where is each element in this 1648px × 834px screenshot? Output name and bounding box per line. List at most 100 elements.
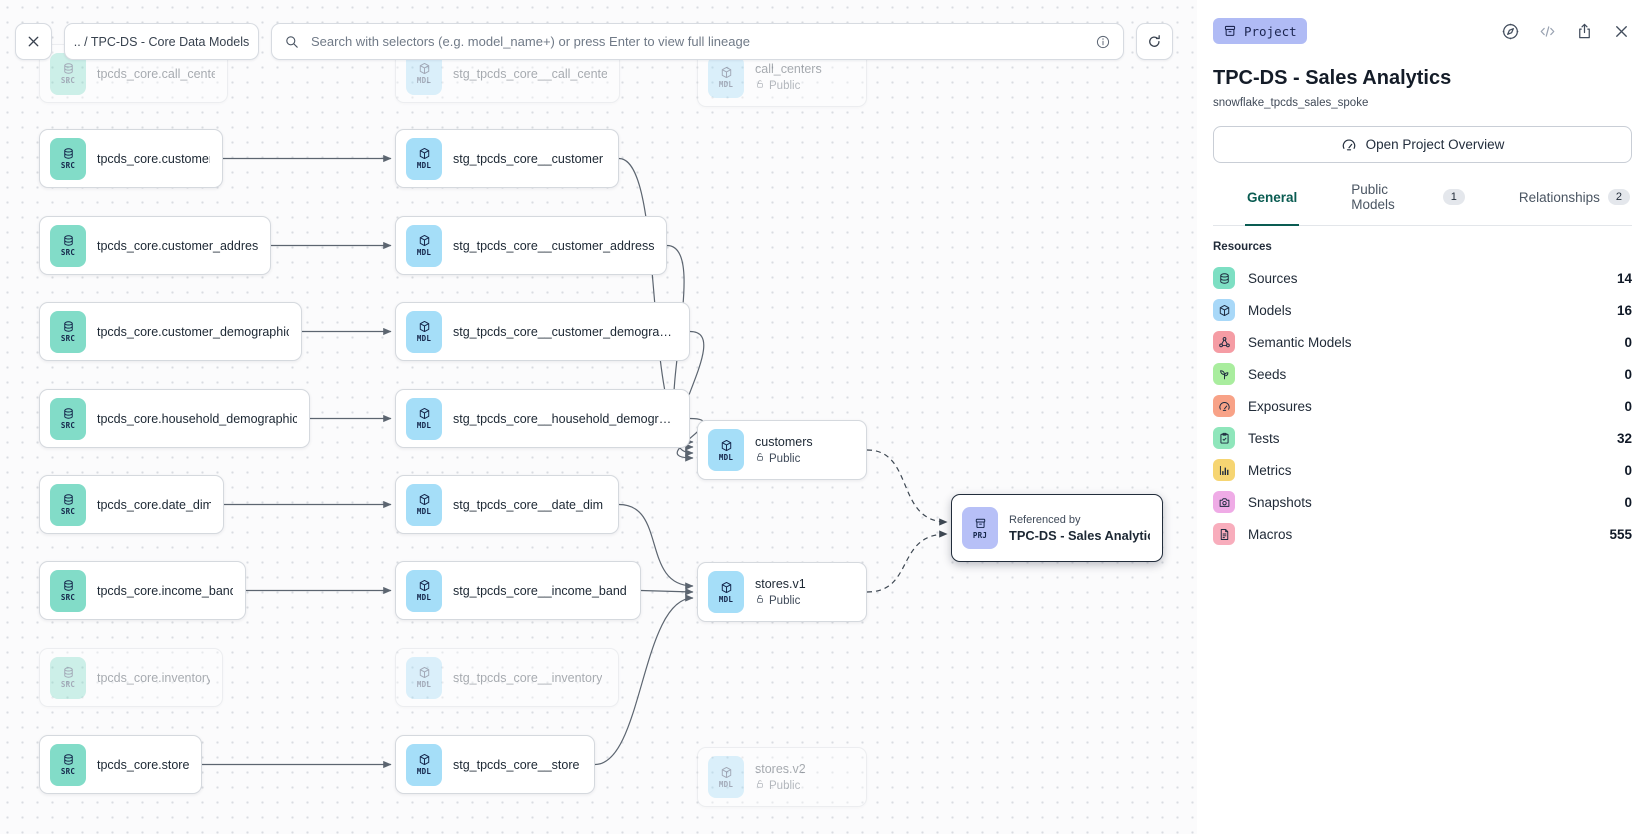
camera-icon xyxy=(1213,491,1235,513)
node-label: stg_tpcds_core__customer_demogra… xyxy=(453,324,672,339)
resource-label: Snapshots xyxy=(1248,494,1312,510)
node-customers[interactable]: MDL customers Public xyxy=(697,420,867,480)
edge-customers-to-prj xyxy=(866,449,948,526)
source-badge-icon: SRC xyxy=(50,224,86,267)
model-badge-icon: MDL xyxy=(406,310,442,353)
panel-header: Project xyxy=(1213,17,1632,45)
source-badge-icon: SRC xyxy=(50,569,86,612)
node-label: tpcds_core.store xyxy=(97,757,189,772)
resources-section-title: Resources xyxy=(1213,241,1272,253)
file-icon xyxy=(1213,523,1235,545)
tab-badge: 1 xyxy=(1442,189,1465,205)
explore-compass-icon[interactable] xyxy=(1499,20,1521,42)
resource-count: 16 xyxy=(1616,302,1632,318)
resource-count: 555 xyxy=(1609,526,1632,542)
code-icon[interactable] xyxy=(1536,20,1558,42)
node-label: tpcds_core.customer_demographics xyxy=(97,324,289,339)
edge-stg-income-band-to-stores-v1 xyxy=(640,588,694,596)
close-icon xyxy=(28,36,39,47)
model-badge-icon: MDL xyxy=(406,743,442,786)
node-stg-inventory[interactable]: MDL stg_tpcds_core__inventory xyxy=(395,648,619,707)
model-badge-icon: MDL xyxy=(708,56,744,98)
node-label: tpcds_core.customer xyxy=(97,151,210,166)
resource-label: Semantic Models xyxy=(1248,334,1352,350)
node-label: stg_tpcds_core__store xyxy=(453,757,580,772)
info-icon[interactable] xyxy=(1095,34,1111,50)
node-label: tpcds_core.customer_address xyxy=(97,238,258,253)
breadcrumb-label: .. / TPC-DS - Core Data Models xyxy=(73,34,250,49)
node-src-customer-address[interactable]: SRC tpcds_core.customer_address xyxy=(39,216,271,275)
source-badge-icon: SRC xyxy=(50,743,86,786)
source-badge-icon: SRC xyxy=(50,656,86,699)
resource-row-snapshots: Snapshots 0 xyxy=(1213,486,1632,518)
breadcrumb[interactable]: .. / TPC-DS - Core Data Models xyxy=(64,23,259,60)
open-project-overview-button[interactable]: Open Project Overview xyxy=(1213,126,1632,163)
node-stg-customer[interactable]: MDL stg_tpcds_core__customer xyxy=(395,129,619,188)
model-badge-icon: MDL xyxy=(406,483,442,526)
resource-row-sources: Sources 14 xyxy=(1213,262,1632,294)
bar-chart-icon xyxy=(1213,459,1235,481)
node-label: stg_tpcds_core__customer_address xyxy=(453,238,654,253)
node-src-household-demographics[interactable]: SRC tpcds_core.household_demographics xyxy=(39,389,310,448)
node-label: tpcds_core.income_band xyxy=(97,583,233,598)
refresh-button[interactable] xyxy=(1136,23,1173,60)
tab-relationships[interactable]: Relationships 2 xyxy=(1517,182,1632,226)
resource-label: Models xyxy=(1248,302,1292,318)
semantic-graph-icon xyxy=(1213,331,1235,353)
lock-open-icon xyxy=(755,779,765,792)
resource-row-semantic-models: Semantic Models 0 xyxy=(1213,326,1632,358)
node-stores-v1[interactable]: MDL stores.v1 Public xyxy=(697,562,867,622)
node-stg-customer-address[interactable]: MDL stg_tpcds_core__customer_address xyxy=(395,216,667,275)
resources-list: Sources 14 Models 16 Semantic Models 0 Seeds 0 E… xyxy=(1213,262,1632,550)
gauge-icon xyxy=(1342,138,1355,150)
gauge-icon xyxy=(1213,395,1235,417)
lock-open-icon xyxy=(755,79,765,92)
node-src-customer[interactable]: SRC tpcds_core.customer xyxy=(39,129,223,188)
referenced-by-label: Referenced by xyxy=(1009,513,1081,526)
node-label: stg_tpcds_core__income_band xyxy=(453,583,627,598)
lock-open-icon xyxy=(755,452,765,465)
search-bar[interactable] xyxy=(271,23,1124,60)
node-src-date-dim[interactable]: SRC tpcds_core.date_dim xyxy=(39,475,224,534)
model-badge-icon: MDL xyxy=(708,429,744,471)
search-input[interactable] xyxy=(309,33,1086,50)
node-stg-income-band[interactable]: MDL stg_tpcds_core__income_band xyxy=(395,561,641,620)
open-project-overview-label: Open Project Overview xyxy=(1365,137,1505,152)
node-src-inventory[interactable]: SRC tpcds_core.inventory xyxy=(39,648,223,707)
close-panel-icon[interactable] xyxy=(1610,20,1632,42)
node-label: stores.v1 xyxy=(755,577,806,591)
node-label: TPC-DS - Sales Analytics xyxy=(1009,527,1150,543)
node-label: stg_tpcds_core__date_dim xyxy=(453,497,604,512)
share-icon[interactable] xyxy=(1573,20,1595,42)
node-stg-customer-demographics[interactable]: MDL stg_tpcds_core__customer_demogra… xyxy=(395,302,690,361)
node-label: stg_tpcds_core__inventory xyxy=(453,670,603,685)
search-icon xyxy=(286,35,298,48)
node-src-income-band[interactable]: SRC tpcds_core.income_band xyxy=(39,561,246,620)
project-schema-subtitle: snowflake_tpcds_sales_spoke xyxy=(1213,97,1369,109)
edge-stg-store-to-stores-v1 xyxy=(594,594,694,766)
node-stores-v2[interactable]: MDL stores.v2 Public xyxy=(697,747,867,807)
node-src-store[interactable]: SRC tpcds_core.store xyxy=(39,735,202,794)
edge-stores-v1-to-prj xyxy=(866,530,948,593)
node-label: stores.v2 xyxy=(755,762,806,776)
node-prj[interactable]: PRJ Referenced by TPC-DS - Sales Analytics xyxy=(951,494,1163,562)
node-src-customer-demographics[interactable]: SRC tpcds_core.customer_demographics xyxy=(39,302,302,361)
model-badge-icon: MDL xyxy=(406,569,442,612)
node-label: stg_tpcds_core__customer xyxy=(453,151,604,166)
resource-row-seeds: Seeds 0 xyxy=(1213,358,1632,390)
public-access-label: Public xyxy=(755,594,806,607)
model-badge-icon: MDL xyxy=(406,224,442,267)
node-stg-store[interactable]: MDL stg_tpcds_core__store xyxy=(395,735,595,794)
tab-public-models[interactable]: Public Models 1 xyxy=(1349,182,1467,226)
resource-label: Seeds xyxy=(1248,366,1287,382)
lineage-canvas[interactable]: SRC tpcds_core.call_center SRC tpcds_core.c… xyxy=(0,0,1198,834)
resource-label: Exposures xyxy=(1248,398,1312,414)
tab-general[interactable]: General xyxy=(1245,182,1300,226)
resource-count: 0 xyxy=(1624,462,1632,478)
lineage-nodes-layer: SRC tpcds_core.call_center SRC tpcds_core.c… xyxy=(39,44,1163,807)
resource-label: Tests xyxy=(1248,430,1280,446)
node-stg-household-demographics[interactable]: MDL stg_tpcds_core__household_demogr… xyxy=(395,389,690,448)
node-stg-date-dim[interactable]: MDL stg_tpcds_core__date_dim xyxy=(395,475,619,534)
close-lineage-button[interactable] xyxy=(15,23,52,60)
node-label: customers xyxy=(755,435,813,449)
